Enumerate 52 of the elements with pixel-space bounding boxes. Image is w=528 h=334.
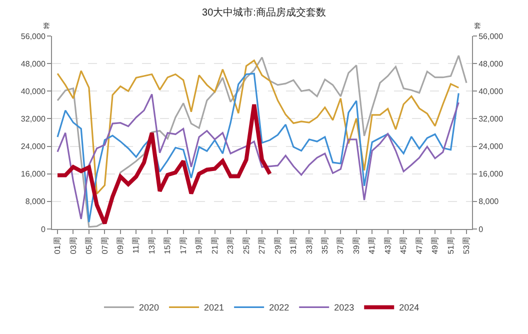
y-tick-label: 32,000	[20, 114, 46, 124]
y-tick-label: 0	[40, 224, 46, 234]
x-tick-label: 31周	[289, 237, 298, 254]
x-tick-label: 33周	[304, 237, 314, 254]
y2-tick-label: 32,000	[478, 114, 504, 124]
legend-label: 2021	[204, 302, 224, 313]
x-tick-label: 43周	[383, 237, 392, 254]
x-tick-label: 17周	[178, 237, 188, 254]
y-tick-label: 16,000	[20, 170, 46, 179]
x-tick-label: 37周	[336, 237, 346, 254]
y2-tick-label: 16,000	[478, 170, 504, 179]
y2-tick-label: 56,000	[478, 32, 504, 41]
y-tick-label: 8,000	[25, 197, 46, 206]
x-tick-label: 47周	[414, 237, 424, 254]
legend-label: 2023	[334, 302, 354, 313]
x-tick-label: 11周	[132, 237, 141, 254]
y-tick-label: 40,000	[20, 86, 46, 96]
y2-tick-label: 40,000	[478, 86, 504, 96]
x-tick-label: 09周	[116, 237, 126, 254]
y-tick-label: 56,000	[20, 32, 46, 41]
y2-tick-label: 8,000	[478, 197, 500, 206]
x-tick-label: 03周	[68, 237, 78, 254]
y2-tick-label: 0	[478, 224, 484, 234]
legend-label: 2024	[399, 302, 420, 313]
x-tick-label: 05周	[84, 237, 94, 254]
x-tick-label: 41周	[368, 237, 377, 254]
x-tick-label: 23周	[226, 237, 236, 254]
x-tick-label: 25周	[242, 237, 251, 254]
y-tick-label: 48,000	[20, 59, 46, 68]
x-tick-label: 39周	[352, 237, 361, 254]
y2-tick-label: 48,000	[478, 59, 504, 68]
x-tick-label: 13周	[147, 237, 156, 254]
x-tick-label: 53周	[462, 237, 472, 254]
chart-title: 30大中城市:商品房成交套数	[202, 6, 326, 18]
x-tick-label: 15周	[163, 237, 172, 254]
line-series	[56, 60, 460, 195]
x-tick-label: 19周	[194, 237, 204, 254]
legend-label: 2022	[269, 302, 290, 313]
x-tick-label: 27周	[258, 237, 267, 254]
line-series	[56, 93, 460, 220]
y2-tick-label: 24,000	[478, 142, 504, 152]
x-tick-label: 51周	[446, 237, 456, 254]
legend-label: 2020	[139, 302, 160, 313]
x-tick-label: 49周	[430, 237, 440, 254]
x-tick-label: 07周	[100, 237, 110, 254]
line-series	[56, 102, 272, 226]
x-tick-label: 45周	[399, 237, 408, 254]
y-tick-label: 24,000	[20, 142, 46, 152]
x-tick-label: 21周	[210, 237, 220, 254]
x-tick-label: 29周	[273, 237, 282, 254]
x-tick-label: 01周	[53, 237, 62, 254]
x-tick-label: 35周	[320, 237, 330, 254]
